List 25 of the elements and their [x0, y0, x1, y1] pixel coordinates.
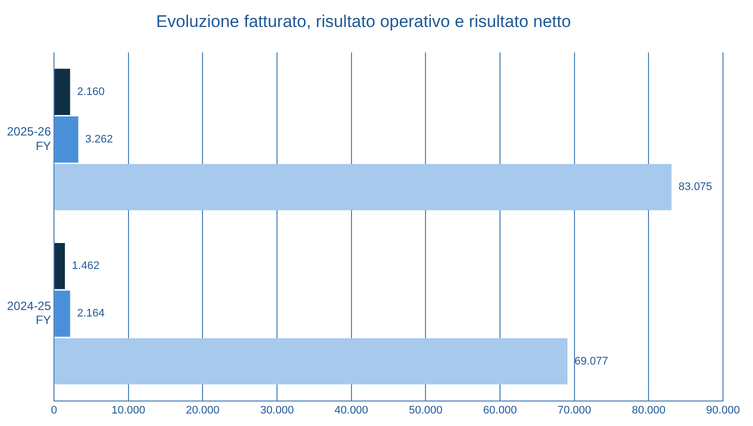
data-label: 2.160: [77, 86, 105, 98]
y-tick-label: 2024-25 FY: [6, 298, 52, 328]
bar: [54, 164, 672, 210]
x-tick-label: 80.000: [632, 404, 666, 416]
y-tick-label: 2025-26 FY: [6, 124, 52, 154]
data-label: 69.077: [574, 355, 608, 368]
x-tick-label: 70.000: [558, 404, 592, 416]
x-tick-label: 0: [50, 404, 58, 416]
bar: [54, 116, 78, 163]
chart-title: Evoluzione fatturato, risultato operativo e risultato netto: [156, 12, 571, 31]
bar: [54, 242, 65, 290]
x-tick-label: 90.000: [706, 404, 740, 416]
bar: [54, 290, 70, 337]
data-label: 3.262: [85, 134, 113, 146]
x-tick-label: 60.000: [483, 404, 517, 416]
data-label: 1.462: [72, 260, 100, 272]
x-tick-label: 30.000: [260, 404, 294, 416]
data-label: 2.164: [77, 308, 105, 320]
data-label: 83.075: [678, 181, 712, 194]
x-tick-label: 20.000: [186, 404, 220, 416]
x-tick-label: 50.000: [408, 404, 443, 416]
x-tick-label: 40.000: [334, 404, 368, 416]
x-tick-label: 10.000: [112, 404, 146, 416]
bar: [54, 68, 70, 115]
bar: [54, 338, 568, 384]
